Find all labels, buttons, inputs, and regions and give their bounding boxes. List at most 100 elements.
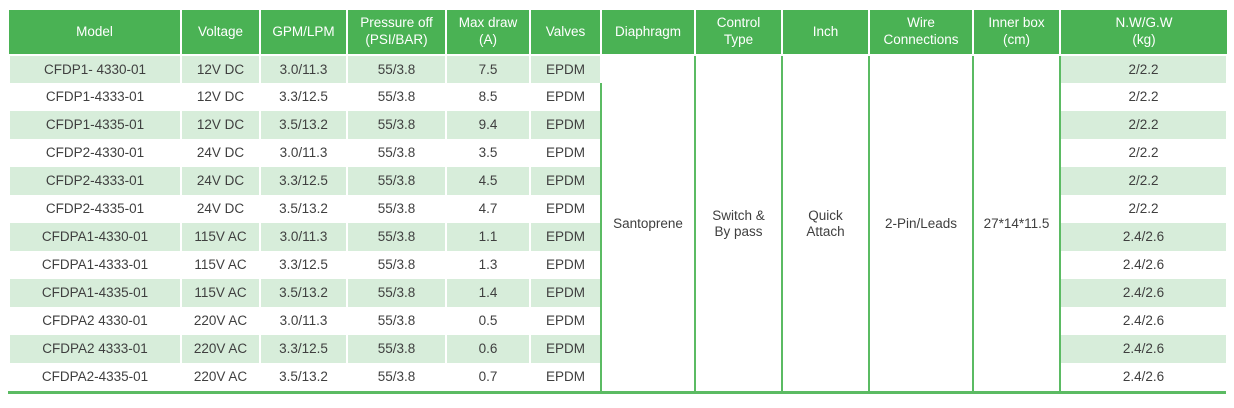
gpm-lpm-cell: 3.3/12.5 <box>259 335 348 363</box>
pressure-off-cell: 55/3.8 <box>346 167 447 195</box>
inner-box-cell: 27*14*11.5 <box>972 55 1061 391</box>
header-gpm-lpm: GPM/LPM <box>259 8 348 56</box>
table-row: CFDP2-4330-01 24V DC 3.0/11.3 55/3.8 3.5 EPDM… <box>8 139 1228 167</box>
header-voltage: Voltage <box>180 8 261 56</box>
model-cell: CFDP2-4335-01 <box>8 195 182 223</box>
gpm-lpm-cell: 3.5/13.2 <box>259 279 348 307</box>
model-cell: CFDP1-4333-01 <box>8 83 182 111</box>
gpm-lpm-cell: 3.0/11.3 <box>259 307 348 335</box>
model-cell: CFDP1-4335-01 <box>8 111 182 139</box>
table-row: CFDPA2 4330-01 220V AC 3.0/11.3 55/3.8 0.5 EP… <box>8 307 1228 335</box>
table-row: CFDP1-4333-01 12V DC 3.3/12.5 55/3.8 8.5 EPDM… <box>8 83 1228 111</box>
voltage-cell: 24V DC <box>180 139 261 167</box>
pressure-off-cell: 55/3.8 <box>346 55 447 83</box>
gpm-lpm-cell: 3.5/13.2 <box>259 363 348 391</box>
valves-cell: EPDM <box>529 167 602 195</box>
header-inch: Inch <box>781 8 870 56</box>
pressure-off-cell: 55/3.8 <box>346 139 447 167</box>
wire-connections-cell: 2-Pin/Leads <box>868 55 974 391</box>
pressure-off-cell: 55/3.8 <box>346 307 447 335</box>
max-draw-cell: 0.5 <box>445 307 531 335</box>
voltage-cell: 115V AC <box>180 279 261 307</box>
gpm-lpm-cell: 3.0/11.3 <box>259 223 348 251</box>
nw-gw-cell: 2.4/2.6 <box>1059 307 1228 335</box>
pressure-off-cell: 55/3.8 <box>346 335 447 363</box>
max-draw-cell: 4.5 <box>445 167 531 195</box>
nw-gw-cell: 2/2.2 <box>1059 167 1228 195</box>
model-cell: CFDPA2 4333-01 <box>8 335 182 363</box>
control-type-cell: Switch & By pass <box>694 55 783 391</box>
valves-cell: EPDM <box>529 55 602 83</box>
header-pressure-off: Pressure off (PSI/BAR) <box>346 8 447 56</box>
nw-gw-cell: 2/2.2 <box>1059 195 1228 223</box>
max-draw-cell: 3.5 <box>445 139 531 167</box>
model-cell: CFDPA2-4335-01 <box>8 363 182 391</box>
max-draw-cell: 7.5 <box>445 55 531 83</box>
model-cell: CFDPA1-4335-01 <box>8 279 182 307</box>
table-row: CFDP1-4335-01 12V DC 3.5/13.2 55/3.8 9.4 EPDM… <box>8 111 1228 139</box>
nw-gw-cell: 2/2.2 <box>1059 83 1228 111</box>
header-nw-gw: N.W/G.W (kg) <box>1059 8 1227 56</box>
gpm-lpm-cell: 3.3/12.5 <box>259 251 348 279</box>
voltage-cell: 24V DC <box>180 195 261 223</box>
nw-gw-cell: 2/2.2 <box>1059 111 1228 139</box>
valves-cell: EPDM <box>529 139 602 167</box>
max-draw-cell: 4.7 <box>445 195 531 223</box>
voltage-cell: 12V DC <box>180 111 261 139</box>
gpm-lpm-cell: 3.0/11.3 <box>259 55 348 83</box>
pressure-off-cell: 55/3.8 <box>346 251 447 279</box>
gpm-lpm-cell: 3.5/13.2 <box>259 195 348 223</box>
max-draw-cell: 1.4 <box>445 279 531 307</box>
max-draw-cell: 1.1 <box>445 223 531 251</box>
voltage-cell: 115V AC <box>180 223 261 251</box>
nw-gw-cell: 2.4/2.6 <box>1059 223 1228 251</box>
nw-gw-cell: 2.4/2.6 <box>1059 251 1228 279</box>
max-draw-cell: 9.4 <box>445 111 531 139</box>
nw-gw-cell: 2/2.2 <box>1059 139 1228 167</box>
voltage-cell: 115V AC <box>180 251 261 279</box>
model-cell: CFDP2-4330-01 <box>8 139 182 167</box>
voltage-cell: 24V DC <box>180 167 261 195</box>
max-draw-cell: 0.7 <box>445 363 531 391</box>
diaphragm-cell: Santoprene <box>600 55 696 391</box>
header-inner-box: Inner box (cm) <box>972 8 1061 56</box>
valves-cell: EPDM <box>529 111 602 139</box>
header-wire-connections: Wire Connections <box>868 8 974 56</box>
max-draw-cell: 0.6 <box>445 335 531 363</box>
model-cell: CFDPA1-4333-01 <box>8 251 182 279</box>
gpm-lpm-cell: 3.3/12.5 <box>259 83 348 111</box>
header-valves: Valves <box>529 8 602 56</box>
header-model: Model <box>9 8 182 56</box>
table-bottom-border <box>8 391 1226 394</box>
spec-table-body: CFDP1- 4330-01 12V DC 3.0/11.3 55/3.8 7.5 EPD… <box>8 55 1228 391</box>
nw-gw-cell: 2.4/2.6 <box>1059 335 1228 363</box>
pressure-off-cell: 55/3.8 <box>346 279 447 307</box>
table-header-row: Model Voltage GPM/LPM Pressure off (PSI/… <box>9 8 1227 56</box>
pressure-off-cell: 55/3.8 <box>346 363 447 391</box>
table-row: CFDPA1-4335-01 115V AC 3.5/13.2 55/3.8 1.4 EP… <box>8 279 1228 307</box>
voltage-cell: 220V AC <box>180 335 261 363</box>
nw-gw-cell: 2/2.2 <box>1059 55 1228 83</box>
valves-cell: EPDM <box>529 83 602 111</box>
model-cell: CFDPA2 4330-01 <box>8 307 182 335</box>
voltage-cell: 12V DC <box>180 55 261 83</box>
pressure-off-cell: 55/3.8 <box>346 111 447 139</box>
table-row: CFDPA2 4333-01 220V AC 3.3/12.5 55/3.8 0.6 EP… <box>8 335 1228 363</box>
valves-cell: EPDM <box>529 251 602 279</box>
table-header: Model Voltage GPM/LPM Pressure off (PSI/… <box>9 8 1227 56</box>
gpm-lpm-cell: 3.5/13.2 <box>259 111 348 139</box>
header-control-type: Control Type <box>694 8 783 56</box>
gpm-lpm-cell: 3.0/11.3 <box>259 139 348 167</box>
voltage-cell: 12V DC <box>180 83 261 111</box>
voltage-cell: 220V AC <box>180 307 261 335</box>
valves-cell: EPDM <box>529 335 602 363</box>
table-row: CFDP1- 4330-01 12V DC 3.0/11.3 55/3.8 7.5 EPD… <box>8 55 1228 391</box>
valves-cell: EPDM <box>529 195 602 223</box>
pressure-off-cell: 55/3.8 <box>346 83 447 111</box>
nw-gw-cell: 2.4/2.6 <box>1059 363 1228 391</box>
spec-table: Model Voltage GPM/LPM Pressure off (PSI/… <box>8 8 1228 391</box>
nw-gw-cell: 2.4/2.6 <box>1059 279 1228 307</box>
valves-cell: EPDM <box>529 223 602 251</box>
model-cell: CFDPA1-4330-01 <box>8 223 182 251</box>
